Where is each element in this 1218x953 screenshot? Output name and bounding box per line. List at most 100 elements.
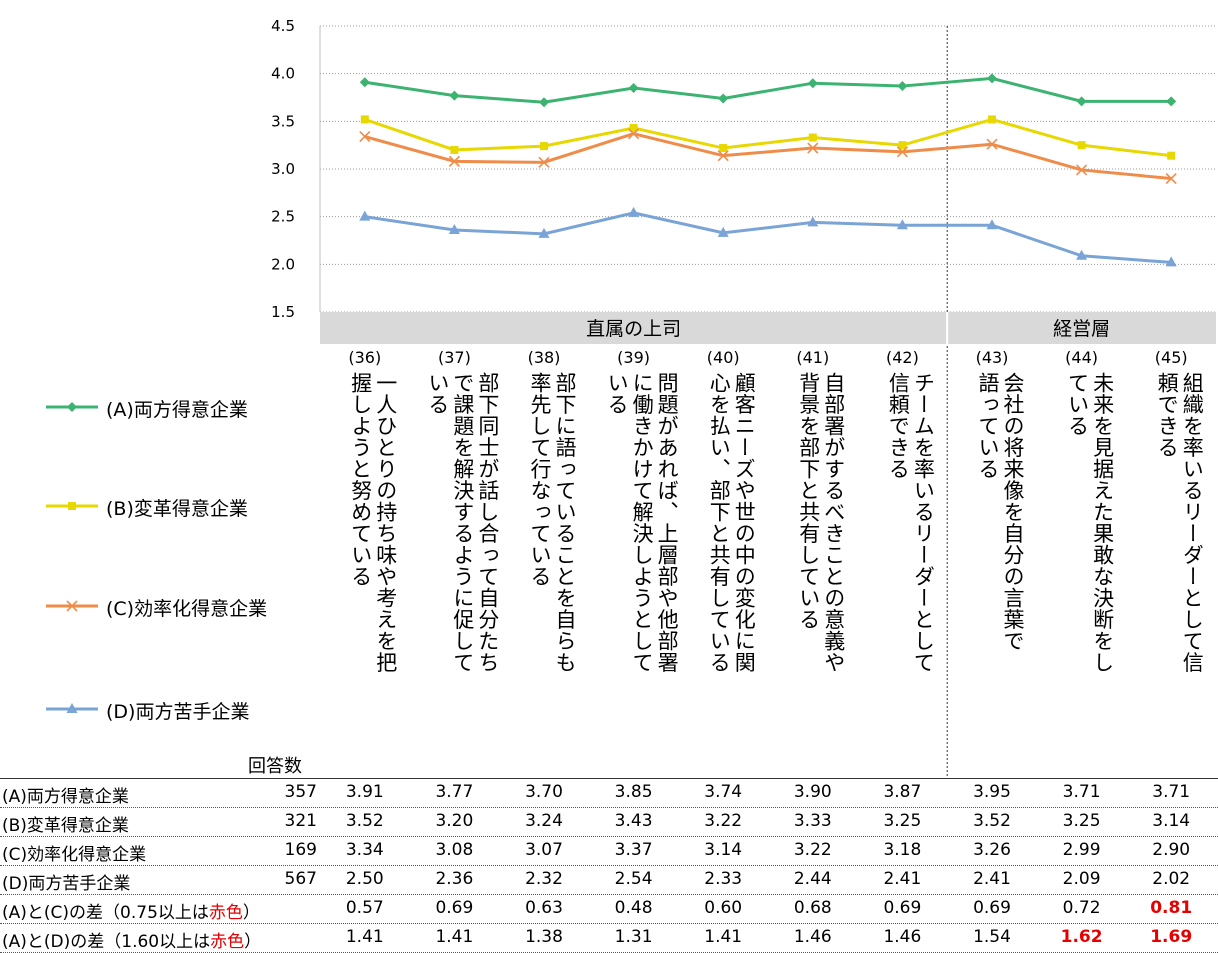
table-cell: 3.74	[704, 782, 743, 802]
table-cell: 3.14	[1152, 811, 1191, 831]
row-label: (D)両方苦手企業	[2, 874, 131, 894]
category-label: 未来を見据えた果敢な決断をし ている	[1065, 372, 1115, 768]
category-label-line: 信頼できる	[886, 372, 911, 480]
table-cell: 3.85	[614, 782, 653, 802]
table-cell: 3.71	[1062, 782, 1101, 802]
table-row: (B)変革得意企業 321 3.52 3.20 3.24 3.43 3.22 3.33 3.25…	[0, 808, 1218, 837]
category-label: 自部署がするべきことの意義や 背景を部下と共有している	[796, 372, 846, 768]
category-number: (45)	[1154, 348, 1188, 367]
category-number: (44)	[1065, 348, 1099, 367]
response-count: 169	[284, 840, 317, 860]
table-cell: 3.22	[704, 811, 743, 831]
category-label: 部下に語っていることを自らも 率先して行なっている	[527, 372, 577, 768]
data-point	[539, 97, 549, 108]
table-cell: 1.46	[793, 927, 832, 947]
category-number: (36)	[348, 348, 382, 367]
category-label-line: 顧客ニーズや世の中の変化に関	[732, 372, 757, 673]
line-chart: 1.5 2.0 2.5 3.0 3.5 4.0 4.5 直属の上司 経営層	[271, 17, 1216, 776]
series	[359, 73, 1177, 108]
data-point	[1165, 172, 1177, 185]
table-cell: 3.91	[345, 782, 384, 802]
table-cell: 3.22	[793, 840, 832, 860]
category-label-line: 未来を見据えた果敢な決断をし	[1090, 372, 1115, 673]
series-line	[364, 117, 1172, 158]
data-point	[1166, 96, 1177, 107]
legend-swatch	[46, 502, 98, 510]
table-cell: 1.41	[704, 927, 743, 947]
table-cell: 0.60	[704, 898, 743, 918]
group-header-band: 直属の上司 経営層	[320, 312, 1216, 344]
table-row: (A)と(C)の差（0.75以上は赤色） 0.57 0.69 0.63 0.48 0.60…	[0, 895, 1218, 924]
y-tick-label: 3.5	[271, 112, 295, 130]
series-line	[364, 76, 1172, 104]
group-label: 経営層	[1053, 318, 1110, 340]
table-cell: 0.69	[883, 898, 922, 918]
category-number: (39)	[617, 348, 651, 367]
data-point	[717, 150, 729, 162]
row-label: (A)両方得意企業	[2, 787, 129, 807]
data-point	[540, 142, 548, 151]
response-count: 321	[284, 811, 317, 831]
table-cell: 3.37	[614, 840, 653, 860]
table-cell: 3.90	[793, 782, 832, 802]
category-label-line: 組織を率いるリーダーとして信	[1180, 372, 1205, 673]
table-cell: 0.69	[435, 898, 474, 918]
category-label-line: 背景を部下と共有している	[796, 372, 821, 630]
category-number: (37)	[437, 348, 471, 367]
category-number: (40)	[706, 348, 740, 367]
table-cell: 3.33	[793, 811, 832, 831]
category-label: 一人ひとりの持ち味や考えを把 握しようと努めている	[348, 372, 398, 768]
category-number: (38)	[527, 348, 561, 367]
category-label: 問題があれば、上層部や他部署 に働きかけて解決しようとして いる	[604, 372, 679, 768]
table-cell: 1.31	[614, 927, 653, 947]
category-label-line: 握しようと努めている	[348, 372, 373, 587]
data-point	[628, 82, 639, 93]
table-cell: 1.41	[435, 927, 474, 947]
table-cell: 3.26	[973, 840, 1011, 860]
table-cell: 3.18	[883, 840, 922, 860]
table-cell: 3.08	[435, 840, 474, 860]
table-cell: 2.36	[435, 869, 474, 889]
legend-swatch	[46, 703, 98, 713]
data-point	[1077, 141, 1086, 150]
table-cell: 2.02	[1152, 869, 1191, 889]
table-cell: 3.20	[435, 811, 474, 831]
data-point	[896, 146, 908, 158]
data-point	[987, 73, 997, 84]
data-point	[807, 142, 819, 154]
table-cell: 3.07	[525, 840, 563, 860]
y-tick-label: 4.5	[271, 17, 295, 35]
data-point	[67, 402, 77, 412]
data-point	[629, 124, 638, 133]
category-number: (43)	[975, 348, 1009, 367]
data-point	[717, 226, 729, 237]
data-point	[538, 156, 550, 168]
table-row: (A)と(D)の差（1.60以上は赤色） 1.41 1.41 1.38 1.31 1.41…	[0, 924, 1218, 953]
category-label-line: 語っている	[976, 372, 1000, 480]
table-cell: 3.24	[525, 811, 563, 831]
y-tick-label: 2.5	[271, 208, 295, 226]
series	[360, 115, 1176, 160]
table-cell: 3.43	[614, 811, 653, 831]
table-cell: 3.25	[1062, 811, 1101, 831]
y-tick-label: 1.5	[271, 303, 295, 321]
table-row: (A)両方得意企業 357 3.91 3.77 3.70 3.85 3.74 3.90 3.87…	[0, 778, 1218, 808]
category-number: (41)	[796, 348, 830, 367]
category-label-line: 心を払い、部下と共有している	[707, 372, 732, 673]
row-label: (A)と(C)の差（0.75以上は赤色）	[2, 903, 260, 923]
y-tick-label: 4.0	[271, 65, 295, 83]
data-point	[1167, 151, 1176, 160]
category-label-line: 部下同士が話し合って自分たち	[475, 372, 500, 673]
table-cell: 3.77	[435, 782, 474, 802]
group-band-bg	[320, 312, 1216, 344]
table-cell: 3.14	[704, 840, 743, 860]
response-count: 567	[284, 869, 317, 889]
legend-label: (D)両方苦手企業	[106, 701, 250, 723]
row-label: (B)変革得意企業	[2, 816, 129, 836]
data-point	[449, 90, 460, 101]
data-point	[628, 206, 640, 217]
table-cell: 3.52	[973, 811, 1011, 831]
series-line	[364, 211, 1172, 264]
data-point	[66, 600, 78, 612]
data-point	[986, 138, 998, 150]
